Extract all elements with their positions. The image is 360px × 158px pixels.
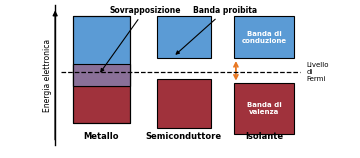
Bar	[73, 16, 130, 86]
Bar	[234, 16, 294, 58]
Bar	[234, 83, 294, 134]
Text: Semiconduttore: Semiconduttore	[145, 132, 222, 141]
Y-axis label: Energia elettronica: Energia elettronica	[43, 39, 52, 112]
Text: Banda di
conduzione: Banda di conduzione	[242, 31, 287, 44]
Bar	[73, 64, 130, 123]
Bar	[73, 64, 130, 123]
Text: Sovrapposizione: Sovrapposizione	[101, 6, 181, 72]
Text: Livello
di
Fermi: Livello di Fermi	[306, 62, 329, 82]
Text: Banda proibita: Banda proibita	[176, 6, 257, 54]
Text: Isolante: Isolante	[245, 132, 283, 141]
Text: Banda di
valenza: Banda di valenza	[247, 102, 282, 115]
Text: Metallo: Metallo	[84, 132, 119, 141]
Bar	[157, 79, 211, 128]
Bar	[73, 64, 130, 86]
Bar	[73, 16, 130, 86]
Bar	[157, 16, 211, 58]
